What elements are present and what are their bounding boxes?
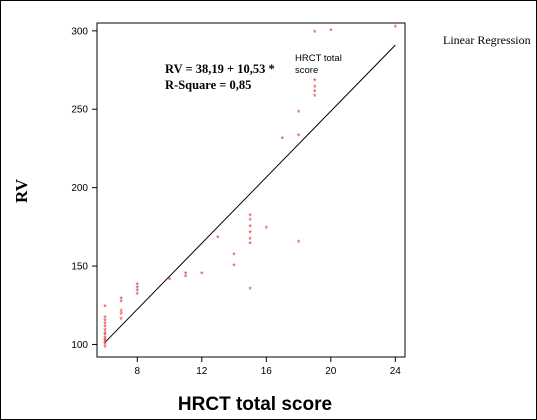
data-point: * [248,240,252,250]
data-point: * [281,135,285,145]
equation-line-1: RV = 38,19 + 10,53 * [165,62,275,76]
data-point: * [103,337,107,347]
data-point: * [119,298,123,308]
data-point: * [103,335,107,345]
data-point: * [136,280,140,290]
data-point: * [103,334,107,344]
regression-line-group [104,44,396,343]
y-tick-label: 100 [71,340,88,351]
data-point: * [313,83,317,93]
data-point: * [168,276,172,286]
x-tick-label: 16 [261,366,273,377]
equation-annotation-line-2: score [295,65,318,76]
y-tick-label: 300 [71,26,88,37]
equation-line-2: R-Square = 0,85 [165,78,251,92]
data-point: * [313,77,317,87]
data-point: * [297,131,301,141]
data-point: * [248,222,252,232]
data-point: * [184,269,188,279]
plot-border [96,22,406,358]
y-tick-label: 200 [71,183,88,194]
legend-label: Linear Regression [443,33,531,47]
data-point: * [103,340,107,350]
data-point: * [136,284,140,294]
data-points: ******************* **** * ** **************… [103,23,397,353]
data-point: * [103,323,107,333]
data-point: * [103,313,107,323]
y-tick-label: 250 [71,105,88,116]
regression-line [104,44,396,343]
data-point: * [248,285,252,295]
data-point: * [119,310,123,320]
data-point: * [313,87,317,97]
data-point: * [119,315,123,325]
data-point: * [103,343,107,353]
y-axis-title: RV [12,178,31,203]
data-point: * [248,216,252,226]
data-point: * [248,235,252,245]
data-point: * [216,233,220,243]
y-tick-label: 150 [71,262,88,273]
data-point: * [313,92,317,102]
x-tick-label: 8 [135,366,141,377]
data-point: * [119,307,123,317]
data-point: * [297,108,301,118]
data-point: * [119,294,123,304]
x-tick-label: 20 [325,366,337,377]
x-tick-label: 24 [390,366,402,377]
data-point: * [265,224,269,234]
data-point: * [103,329,107,339]
axes [96,22,406,358]
data-point: * [103,331,107,341]
data-point: * [103,326,107,336]
data-point: * [136,290,140,300]
data-point: * [297,238,301,248]
data-point: * [329,26,333,36]
data-point: * [394,23,398,33]
data-point: * [248,229,252,239]
data-point: * [103,338,107,348]
data-point: * [184,273,188,283]
data-point: * [136,287,140,297]
equation-annotation-line-1: HRCT total [295,53,342,64]
data-point: * [200,269,204,279]
data-point: * [103,302,107,312]
data-point: * [248,211,252,221]
data-point: * [103,316,107,326]
data-point: * [313,28,317,38]
data-point: * [103,320,107,330]
x-axis-title: HRCT total score [178,394,332,415]
data-point: * [232,262,236,272]
x-tick-label: 12 [196,366,208,377]
data-point: * [232,251,236,261]
tick-group: 8 12 16 20 24 100 150 200 250 300 [71,26,401,377]
